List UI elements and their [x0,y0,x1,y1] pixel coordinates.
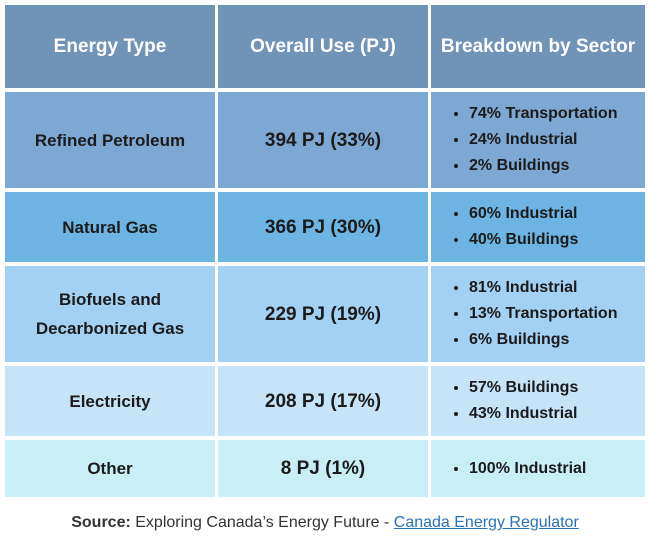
breakdown-item: 24% Industrial [469,127,617,153]
breakdown-list: 81% Industrial13% Transportation6% Build… [453,275,617,353]
energy-type-cell: Refined Petroleum [5,92,215,188]
breakdown-item: 100% Industrial [469,456,586,482]
breakdown-cell: 74% Transportation24% Industrial2% Build… [431,92,645,188]
breakdown-item: 57% Buildings [469,375,578,401]
energy-type-cell: Electricity [5,366,215,436]
use-cell: 394 PJ (33%) [218,92,428,188]
breakdown-item: 2% Buildings [469,153,617,179]
breakdown-list: 60% Industrial40% Buildings [453,201,578,253]
energy-type-cell: Other [5,440,215,497]
use-cell: 366 PJ (30%) [218,192,428,262]
breakdown-item: 81% Industrial [469,275,617,301]
breakdown-cell: 60% Industrial40% Buildings [431,192,645,262]
energy-type-cell: Biofuels and Decarbonized Gas [5,266,215,362]
use-cell: 8 PJ (1%) [218,440,428,497]
header-cell: Overall Use (PJ) [218,5,428,88]
breakdown-cell: 57% Buildings43% Industrial [431,366,645,436]
breakdown-item: 74% Transportation [469,101,617,127]
energy-type-cell: Natural Gas [5,192,215,262]
header-cell: Energy Type [5,5,215,88]
breakdown-item: 6% Buildings [469,327,617,353]
source-line: Source: Exploring Canada’s Energy Future… [0,514,650,532]
source-link[interactable]: Canada Energy Regulator [393,514,579,531]
breakdown-item: 40% Buildings [469,227,578,253]
breakdown-cell: 100% Industrial [431,440,645,497]
breakdown-list: 100% Industrial [453,456,586,482]
source-text: Exploring Canada’s Energy Future - [135,514,390,531]
energy-table: Energy Type Overall Use (PJ) Breakdown by … [5,5,645,497]
breakdown-cell: 81% Industrial13% Transportation6% Build… [431,266,645,362]
breakdown-item: 13% Transportation [469,301,617,327]
breakdown-item: 43% Industrial [469,401,578,427]
breakdown-item: 60% Industrial [469,201,578,227]
source-label: Source: [71,514,131,531]
use-cell: 208 PJ (17%) [218,366,428,436]
breakdown-list: 74% Transportation24% Industrial2% Build… [453,101,617,179]
use-cell: 229 PJ (19%) [218,266,428,362]
breakdown-list: 57% Buildings43% Industrial [453,375,578,427]
header-cell: Breakdown by Sector [431,5,645,88]
